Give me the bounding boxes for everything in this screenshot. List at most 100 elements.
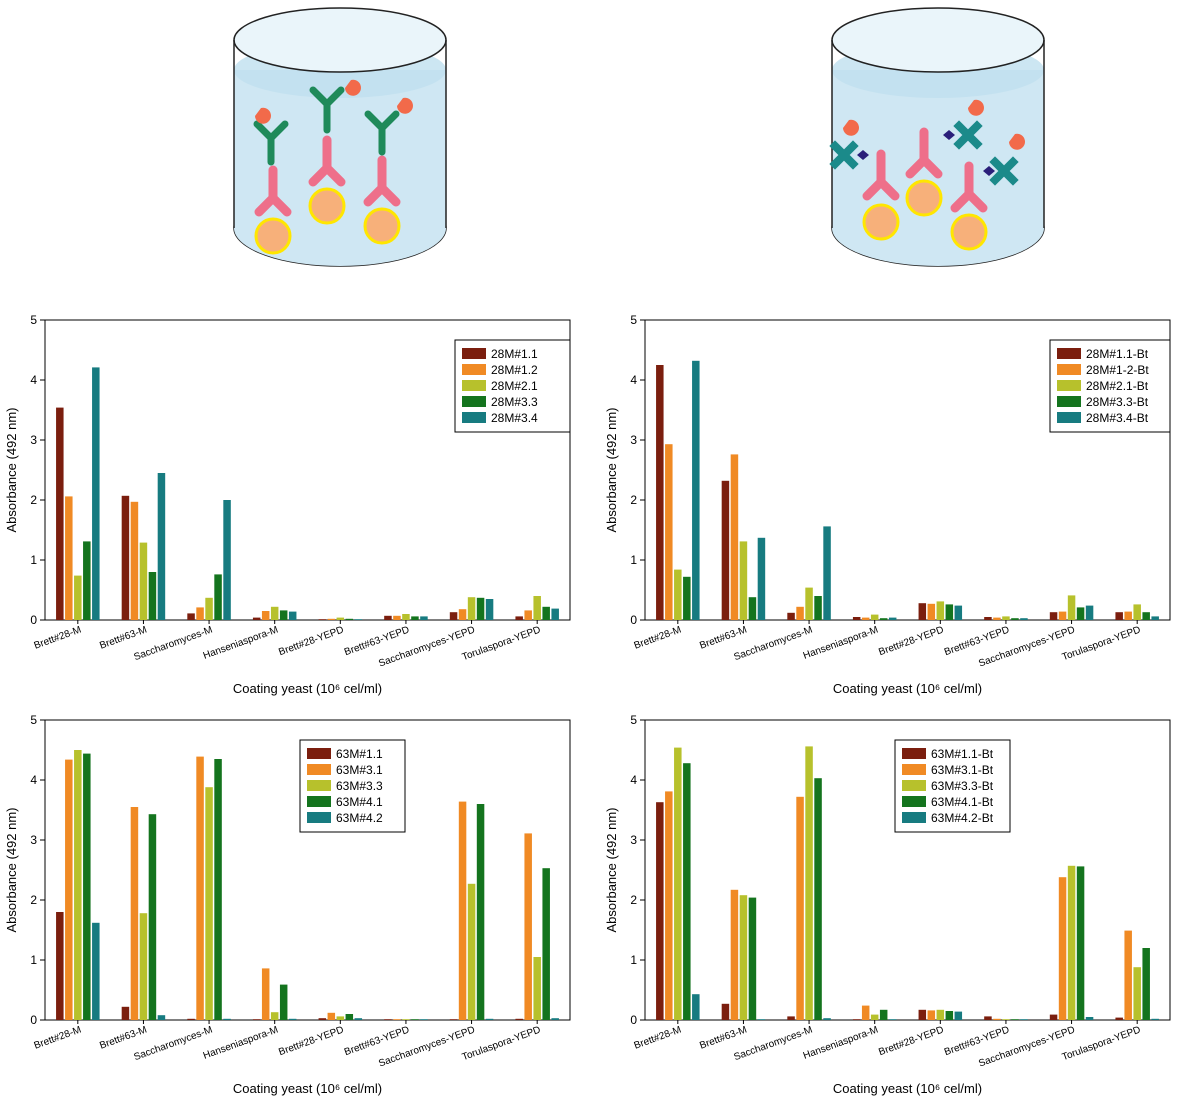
bar-28M#1.1-Saccharomyces-YEPD xyxy=(449,612,458,620)
bar-63M#4.1-Bt-Torulaspora-YEPD xyxy=(1142,948,1150,1020)
y-axis-label: Absorbance (492 nm) xyxy=(604,407,619,532)
bar-63M#4.1-Bt-Brett#63-YEPD xyxy=(1011,1019,1019,1020)
bar-28M#2.1-Brett#28-M xyxy=(74,575,82,620)
bar-28M#1-2-Bt-Brett#63-M xyxy=(730,454,739,620)
y-axis-label: Absorbance (492 nm) xyxy=(604,807,619,932)
y-tick-label: 2 xyxy=(630,893,637,907)
bar-28M#1-2-Bt-Brett#63-YEPD xyxy=(993,617,1001,620)
bar-28M#3.4-Torulaspora-YEPD xyxy=(551,608,559,620)
bar-28M#1.1-Saccharomyces-M xyxy=(187,613,195,620)
bar-28M#3.4-Bt-Hanseniaspora-M xyxy=(888,617,897,620)
y-tick-label: 0 xyxy=(630,613,637,627)
y-tick-label: 0 xyxy=(30,613,37,627)
y-tick-label: 3 xyxy=(630,833,637,847)
x-tick-label: Brett#63-M xyxy=(98,624,148,651)
bar-28M#1.1-Hanseniaspora-M xyxy=(252,617,261,620)
plot-frame xyxy=(644,719,1171,1021)
legend-swatch xyxy=(462,412,486,423)
bar-28M#1.1-Bt-Brett#63-YEPD xyxy=(984,617,992,620)
bar-28M#1-2-Bt-Hanseniaspora-M xyxy=(861,617,870,620)
bar-63M#3.3-Saccharomyces-M xyxy=(205,787,213,1020)
bar-28M#3.3-Bt-Brett#28-YEPD xyxy=(945,604,954,620)
legend-label: 28M#2.1-Bt xyxy=(1086,379,1149,393)
yeast-cell-icons xyxy=(254,187,401,255)
bar-63M#4.1-Hanseniaspora-M xyxy=(279,984,288,1020)
y-tick-label: 2 xyxy=(630,493,637,507)
bar-28M#2.1-Bt-Brett#63-YEPD xyxy=(1002,616,1010,620)
x-tick-label: Hanseniaspora-M xyxy=(202,1024,280,1061)
bar-28M#1.2-Saccharomyces-YEPD xyxy=(458,609,467,620)
legend-label: 28M#3.4-Bt xyxy=(1086,411,1149,425)
bar-63M#3.1-Torulaspora-YEPD xyxy=(524,833,532,1020)
bar-63M#4.1-Brett#63-YEPD xyxy=(411,1019,419,1020)
bar-63M#4.1-Bt-Brett#63-M xyxy=(748,897,757,1020)
bar-63M#3.3-Bt-Brett#28-YEPD xyxy=(936,1009,945,1020)
bar-28M#3.3-Brett#63-YEPD xyxy=(411,616,419,620)
bar-63M#1.1-Saccharomyces-YEPD xyxy=(449,1019,458,1020)
bar-63M#4.2-Brett#63-YEPD xyxy=(420,1019,428,1020)
bar-28M#2.1-Saccharomyces-YEPD xyxy=(467,597,476,620)
legend-swatch xyxy=(462,380,486,391)
legend-label: 63M#1.1 xyxy=(336,747,383,761)
legend-label: 28M#1.1 xyxy=(491,347,538,361)
y-tick-label: 2 xyxy=(30,493,37,507)
bar-28M#1.1-Brett#28-YEPD xyxy=(318,619,327,620)
bar-28M#3.3-Brett#28-YEPD xyxy=(345,618,354,620)
plot-frame xyxy=(644,319,1171,621)
bar-28M#2.1-Saccharomyces-M xyxy=(205,597,213,620)
capture-antibody-icons xyxy=(862,127,988,213)
bar-63M#4.2-Bt-Brett#28-M xyxy=(692,994,700,1020)
bar-28M#1.2-Brett#63-M xyxy=(130,501,139,620)
y-tick-label: 1 xyxy=(30,953,37,967)
bar-63M#1.1-Torulaspora-YEPD xyxy=(515,1018,523,1020)
bar-63M#3.3-Bt-Saccharomyces-M xyxy=(805,746,813,1020)
bar-63M#3.3-Bt-Brett#63-M xyxy=(739,895,748,1020)
bar-63M#1.1-Bt-Brett#63-YEPD xyxy=(984,1016,992,1020)
x-tick-label: Hanseniaspora-M xyxy=(802,1024,880,1061)
y-tick-label: 5 xyxy=(630,713,637,727)
legend-swatch xyxy=(902,796,926,807)
y-tick-label: 5 xyxy=(630,313,637,327)
bar-63M#3.3-Torulaspora-YEPD xyxy=(533,957,541,1020)
bar-28M#3.4-Saccharomyces-YEPD xyxy=(485,599,494,620)
legend-label: 63M#4.2-Bt xyxy=(931,811,994,825)
bar-63M#4.1-Brett#28-YEPD xyxy=(345,1014,354,1020)
bar-chart-63M-antibodies: 0 1 2 3 4 5 Absorbance (492 nm) Coating yeast (… xyxy=(4,713,571,1096)
x-tick-label: Brett#28-YEPD xyxy=(277,624,345,658)
bar-28M#1-2-Bt-Brett#28-M xyxy=(665,444,673,620)
bar-28M#3.3-Hanseniaspora-M xyxy=(279,610,288,620)
x-tick-label: Brett#63-M xyxy=(698,624,748,651)
legend-label: 63M#3.1 xyxy=(336,763,383,777)
bar-63M#1.1-Bt-Brett#28-YEPD xyxy=(918,1009,927,1020)
plot-frame xyxy=(44,719,571,1021)
y-tick-label: 5 xyxy=(30,313,37,327)
bar-28M#3.4-Brett#28-YEPD xyxy=(354,619,363,620)
bar-28M#2.1-Bt-Hanseniaspora-M xyxy=(870,614,879,620)
bar-63M#3.1-Brett#28-M xyxy=(65,759,73,1020)
bar-28M#3.3-Bt-Brett#28-M xyxy=(683,576,691,620)
y-tick-label: 0 xyxy=(630,1013,637,1027)
bar-63M#4.2-Bt-Brett#63-M xyxy=(757,1019,766,1020)
bar-63M#3.1-Brett#63-YEPD xyxy=(393,1019,401,1020)
bar-63M#4.1-Bt-Brett#28-M xyxy=(683,763,691,1020)
bar-28M#1.1-Bt-Brett#28-M xyxy=(656,365,664,620)
bar-63M#1.1-Brett#63-M xyxy=(121,1006,130,1020)
bar-63M#4.2-Bt-Torulaspora-YEPD xyxy=(1151,1018,1159,1020)
bar-28M#3.3-Bt-Saccharomyces-M xyxy=(814,596,822,620)
y-tick-label: 4 xyxy=(630,373,637,387)
bar-28M#1.1-Bt-Brett#63-M xyxy=(721,480,730,620)
x-tick-label: Brett#28-YEPD xyxy=(277,1024,345,1058)
legend-swatch xyxy=(307,812,331,823)
y-tick-label: 4 xyxy=(630,773,637,787)
legend-swatch xyxy=(1057,380,1081,391)
legend-swatch xyxy=(902,812,926,823)
legend-swatch xyxy=(902,764,926,775)
bar-28M#1.2-Brett#63-YEPD xyxy=(393,615,401,620)
legend-label: 28M#2.1 xyxy=(491,379,538,393)
bar-63M#4.2-Bt-Saccharomyces-YEPD xyxy=(1085,1017,1094,1020)
legend-label: 63M#4.1-Bt xyxy=(931,795,994,809)
bar-28M#1.1-Bt-Saccharomyces-M xyxy=(787,612,795,620)
bar-63M#3.1-Hanseniaspora-M xyxy=(261,968,270,1020)
bar-63M#3.3-Bt-Brett#28-M xyxy=(674,747,682,1020)
bar-28M#3.3-Bt-Torulaspora-YEPD xyxy=(1142,612,1150,620)
